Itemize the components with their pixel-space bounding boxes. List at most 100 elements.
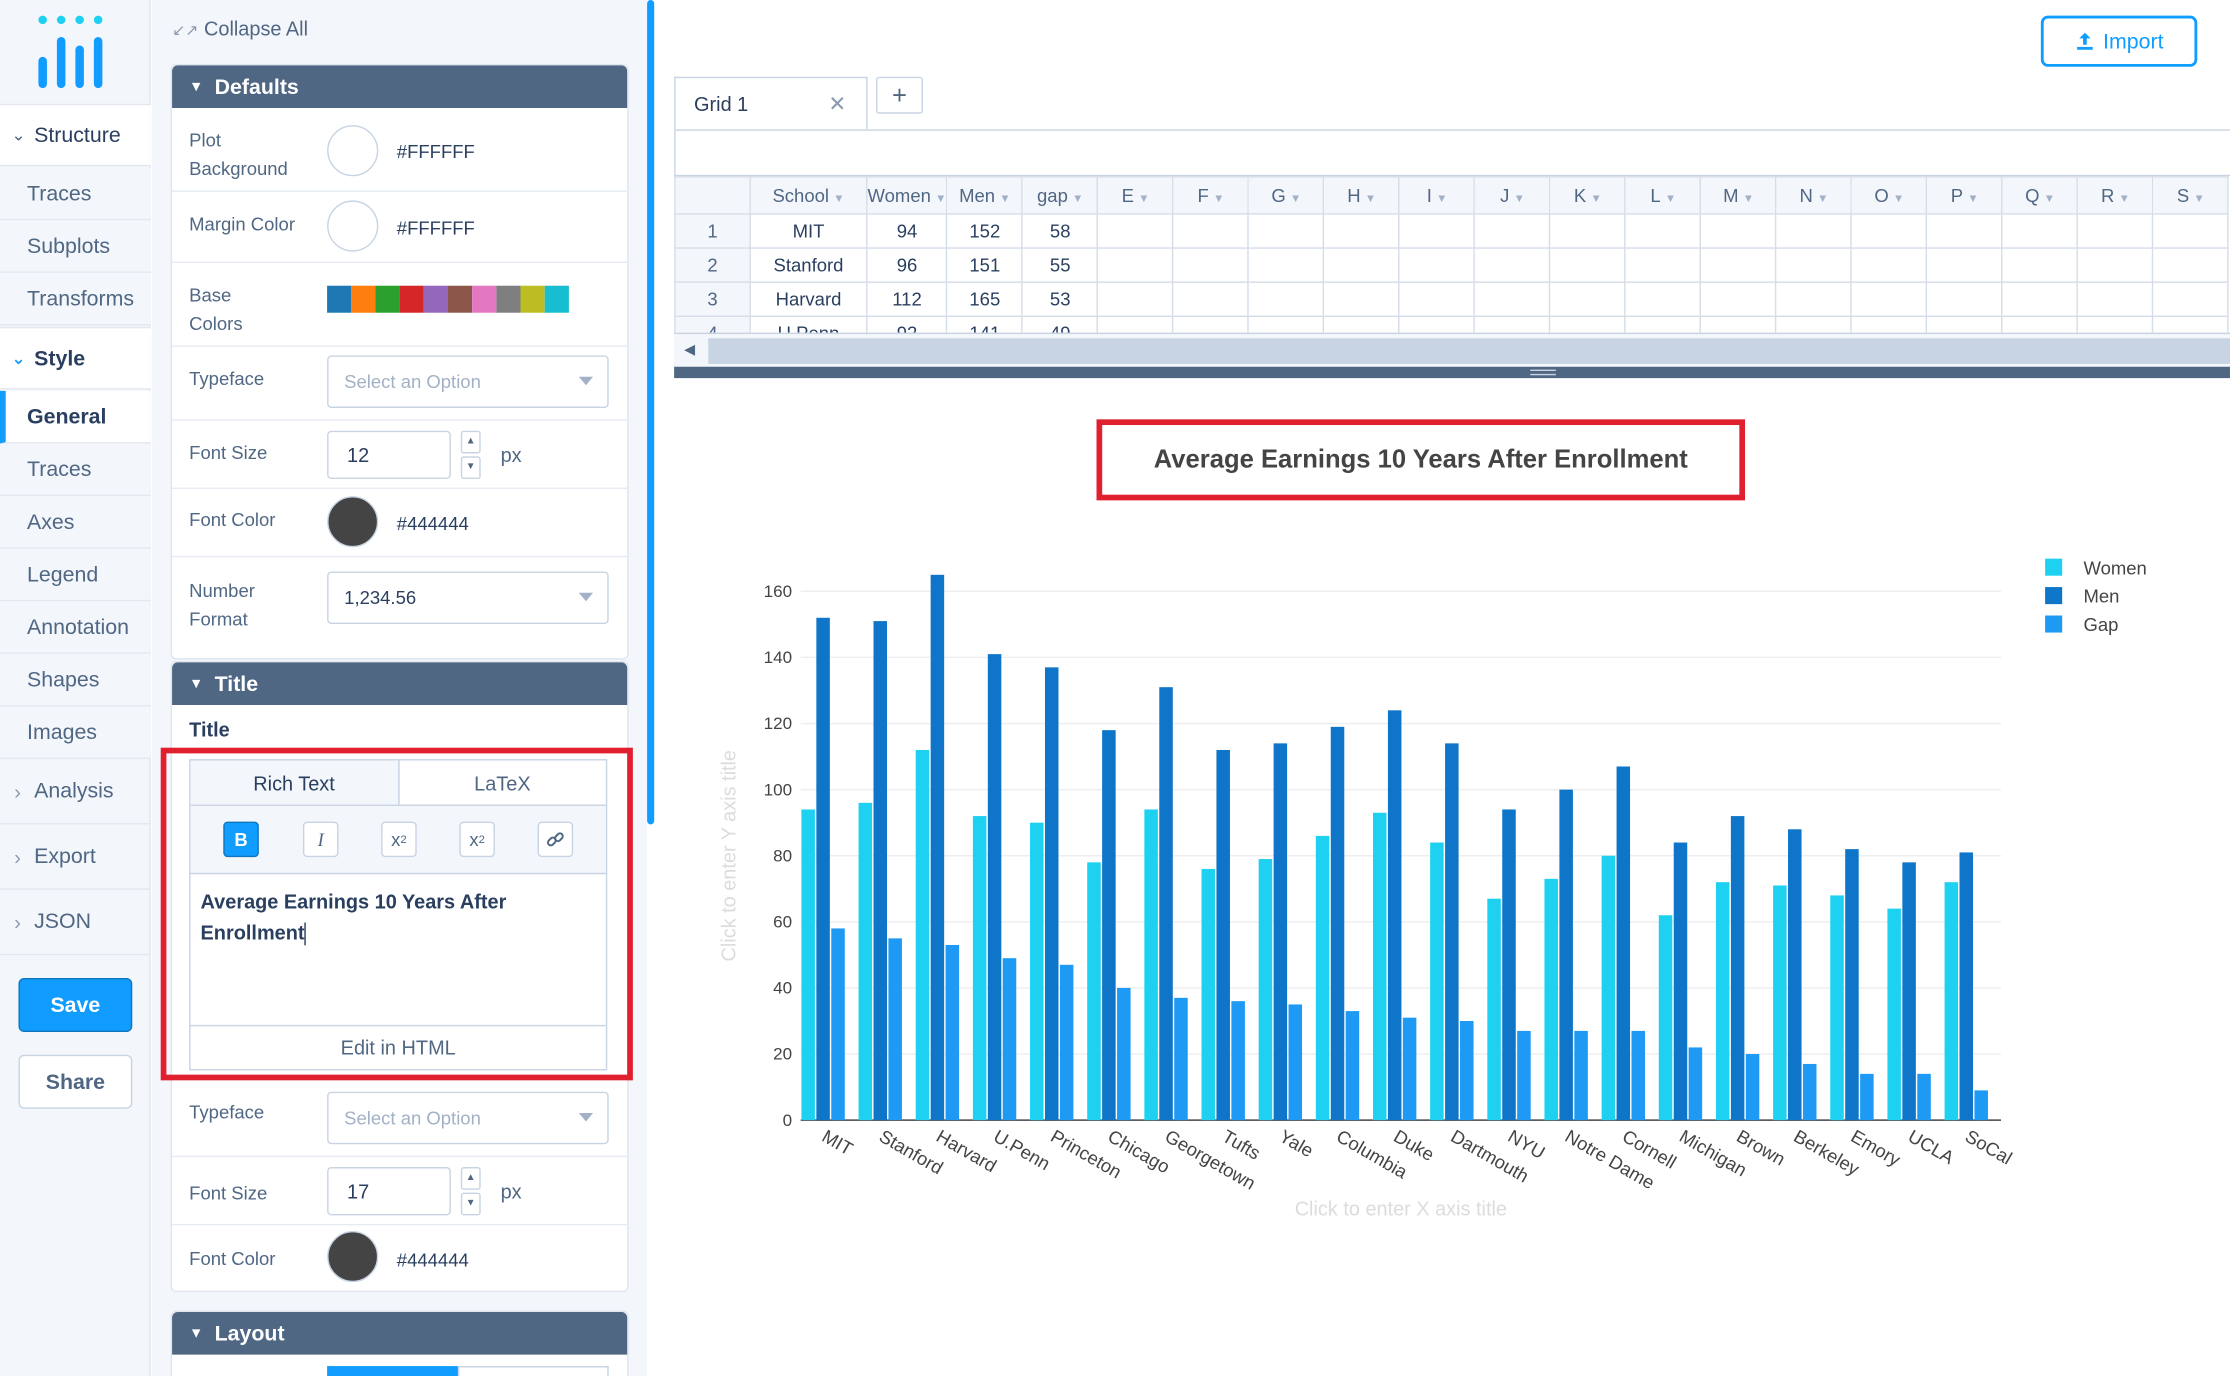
grid-cell[interactable]	[1247, 247, 1325, 283]
grid-cell[interactable]: Harvard	[749, 281, 868, 317]
bar-men[interactable]	[1216, 749, 1230, 1121]
grid-cell[interactable]: MIT	[749, 213, 868, 249]
bar-men[interactable]	[1102, 730, 1116, 1121]
edit-in-html-button[interactable]: Edit in HTML	[190, 1024, 606, 1069]
bar-men[interactable]	[987, 654, 1002, 1121]
decrement-icon[interactable]: ▼	[460, 456, 481, 480]
bar-gap[interactable]	[1288, 1004, 1303, 1121]
caret-down-icon[interactable]: ▼	[2193, 191, 2205, 205]
legend-swatch[interactable]	[2045, 615, 2063, 633]
row-number[interactable]: 3	[674, 281, 751, 317]
grid-cell[interactable]	[1474, 281, 1551, 317]
grid-cell[interactable]: 112	[866, 281, 948, 317]
bar-men[interactable]	[1445, 743, 1459, 1121]
grid-cell[interactable]	[2001, 213, 2079, 249]
grid-cell[interactable]	[1474, 247, 1551, 283]
number-format-dropdown[interactable]: 1,234.56	[327, 571, 609, 625]
nav-item-transforms[interactable]: Transforms	[0, 272, 151, 326]
bar-gap[interactable]	[1402, 1017, 1417, 1121]
bar-gap[interactable]	[945, 944, 960, 1121]
title-header[interactable]: ▼ Title	[172, 662, 628, 706]
nav-export[interactable]: › Export	[0, 824, 151, 890]
grid-cell[interactable]	[1398, 281, 1476, 317]
typeface-dropdown[interactable]: Select an Option	[327, 355, 609, 408]
y-axis-title-placeholder[interactable]: Click to enter Y axis title	[718, 750, 740, 961]
grid-cell[interactable]	[2001, 281, 2079, 317]
caret-down-icon[interactable]: ▼	[1817, 191, 1829, 205]
grid-cell[interactable]	[1775, 247, 1853, 283]
base-color-swatch[interactable]	[544, 285, 569, 313]
bar-women[interactable]	[1430, 842, 1444, 1121]
caret-down-icon[interactable]: ▼	[935, 191, 947, 205]
bar-women[interactable]	[1944, 882, 1959, 1121]
bar-gap[interactable]	[1117, 987, 1131, 1121]
bar-women[interactable]	[1487, 898, 1501, 1121]
bar-men[interactable]	[873, 621, 888, 1121]
panel-scrollbar[interactable]	[647, 0, 655, 825]
grid-cell[interactable]	[1624, 247, 1702, 283]
grid-cell[interactable]	[1700, 315, 1778, 333]
base-color-swatch[interactable]	[520, 285, 545, 313]
grid-cell[interactable]	[1926, 213, 2004, 249]
legend-swatch[interactable]	[2045, 558, 2063, 576]
nav-item-annotation[interactable]: Annotation	[0, 601, 151, 654]
column-header[interactable]: J ▼	[1474, 176, 1551, 215]
bar-women[interactable]	[1544, 878, 1558, 1121]
bar-women[interactable]	[1315, 835, 1330, 1121]
nav-item-legend[interactable]: Legend	[0, 548, 151, 602]
nav-json[interactable]: › JSON	[0, 890, 151, 956]
import-button[interactable]: Import	[2040, 15, 2198, 67]
grid-cell[interactable]	[1172, 281, 1250, 317]
row-number[interactable]: 4	[674, 315, 751, 333]
bar-men[interactable]	[1159, 687, 1173, 1121]
bar-gap[interactable]	[1974, 1090, 1988, 1121]
legend-label[interactable]: Gap	[2084, 614, 2119, 635]
bar-gap[interactable]	[1860, 1073, 1874, 1121]
bar-men[interactable]	[1845, 849, 1859, 1121]
nav-item-subplots[interactable]: Subplots	[0, 220, 151, 273]
title-font-size-stepper[interactable]: ▲ ▼	[460, 1167, 481, 1216]
grid-cell[interactable]	[2001, 247, 2079, 283]
grid-cell[interactable]	[1097, 281, 1174, 317]
grid-cell[interactable]	[2152, 281, 2230, 317]
grid-cell[interactable]	[1398, 247, 1476, 283]
bar-gap[interactable]	[888, 938, 902, 1121]
grid-cell[interactable]	[1172, 247, 1250, 283]
nav-item-shapes[interactable]: Shapes	[0, 653, 151, 707]
bar-gap[interactable]	[1917, 1073, 1931, 1121]
row-number[interactable]: 1	[674, 213, 751, 249]
grid-cell[interactable]	[2077, 213, 2154, 249]
grid-cell[interactable]: 141	[946, 315, 1024, 333]
caret-down-icon[interactable]: ▼	[999, 191, 1011, 205]
grid-cell[interactable]	[1172, 213, 1250, 249]
grid-cell[interactable]	[2152, 247, 2230, 283]
bar-gap[interactable]	[1231, 1001, 1245, 1121]
base-color-swatch[interactable]	[496, 285, 521, 313]
grid-cell[interactable]	[1323, 315, 1401, 333]
grid-cell[interactable]	[1323, 281, 1401, 317]
grid-cell[interactable]	[1097, 213, 1174, 249]
caret-down-icon[interactable]: ▼	[1513, 191, 1525, 205]
add-grid-button[interactable]: +	[876, 76, 924, 114]
bar-men[interactable]	[1902, 862, 1916, 1121]
grid-cell[interactable]: 55	[1021, 247, 1099, 283]
bar-gap[interactable]	[1517, 1030, 1531, 1121]
caret-down-icon[interactable]: ▼	[1664, 191, 1677, 205]
caret-down-icon[interactable]: ▼	[1364, 191, 1377, 205]
column-header[interactable]: I ▼	[1398, 176, 1476, 215]
base-color-swatch[interactable]	[327, 285, 352, 313]
column-header[interactable]: L ▼	[1624, 176, 1702, 215]
grid-cell[interactable]: 92	[866, 315, 948, 333]
grid-cell[interactable]	[2152, 315, 2230, 333]
layout-header[interactable]: ▼ Layout	[172, 1312, 628, 1355]
grid-cell[interactable]	[1926, 315, 2004, 333]
bar-women[interactable]	[1773, 885, 1787, 1121]
column-header[interactable]: School ▼	[749, 176, 868, 215]
column-header[interactable]: N ▼	[1775, 176, 1853, 215]
scroll-thumb[interactable]	[708, 338, 2230, 364]
bar-gap[interactable]	[1460, 1020, 1474, 1121]
close-icon[interactable]: ✕	[828, 92, 847, 117]
bar-gap[interactable]	[1345, 1011, 1360, 1121]
grid-cell[interactable]	[1549, 315, 1627, 333]
